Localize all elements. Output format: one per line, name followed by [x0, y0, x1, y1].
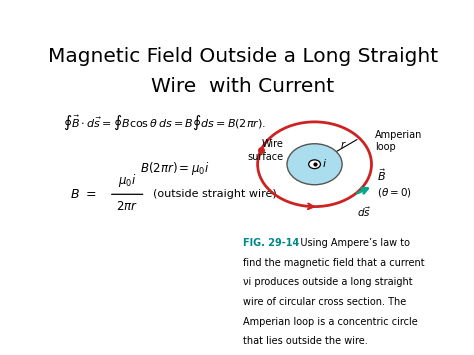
Text: Amperian loop is a concentric circle: Amperian loop is a concentric circle [243, 317, 418, 327]
Text: $d\vec{s}$: $d\vec{s}$ [356, 205, 371, 219]
Text: Wire  with Current: Wire with Current [151, 77, 335, 96]
Text: νi produces outside a long straight: νi produces outside a long straight [243, 277, 412, 288]
Text: FIG. 29-14: FIG. 29-14 [243, 238, 299, 248]
Text: (outside straight wire).: (outside straight wire). [153, 189, 280, 199]
Text: Wire
surface: Wire surface [247, 140, 283, 162]
Text: $2\pi r$: $2\pi r$ [116, 200, 138, 213]
Text: Amperian
loop: Amperian loop [375, 130, 422, 152]
Circle shape [287, 144, 342, 185]
Text: $r$: $r$ [340, 138, 346, 149]
Text: Using Ampere’s law to: Using Ampere’s law to [291, 238, 410, 248]
Text: $\mu_0 i$: $\mu_0 i$ [118, 172, 137, 189]
Text: $B(2\pi r) = \mu_0 i$: $B(2\pi r) = \mu_0 i$ [140, 160, 210, 177]
Text: $B \ = $: $B \ = $ [70, 188, 97, 201]
Text: $\oint \vec{B} \cdot d\vec{s} = \oint B \cos\theta\, ds = B\oint ds = B(2\pi r).: $\oint \vec{B} \cdot d\vec{s} = \oint B … [63, 114, 266, 132]
Text: that lies outside the wire.: that lies outside the wire. [243, 337, 368, 346]
Text: find the magnetic field that a current: find the magnetic field that a current [243, 258, 425, 268]
Text: wire of circular cross section. The: wire of circular cross section. The [243, 297, 406, 307]
Text: $(\theta = 0)$: $(\theta = 0)$ [377, 186, 411, 200]
Circle shape [309, 160, 320, 169]
Text: $i$: $i$ [322, 157, 327, 169]
Text: Magnetic Field Outside a Long Straight: Magnetic Field Outside a Long Straight [48, 47, 438, 66]
Text: $\vec{B}$: $\vec{B}$ [377, 168, 386, 183]
